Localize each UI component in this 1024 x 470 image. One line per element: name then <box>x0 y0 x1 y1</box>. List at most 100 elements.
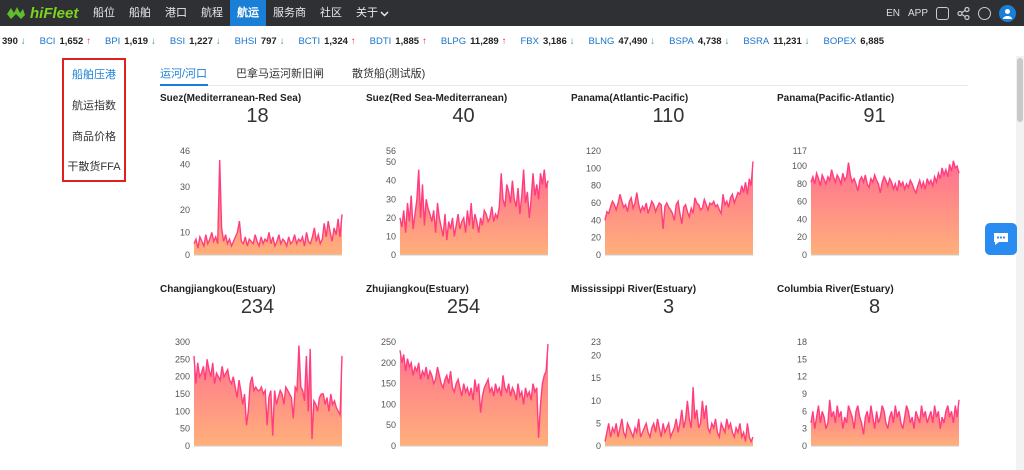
ticker-item[interactable]: BCI 1,652 ↑ <box>40 36 91 47</box>
nav-item-7[interactable]: 关于 <box>356 7 378 19</box>
y-tick-label: 20 <box>797 232 807 242</box>
share-icon[interactable] <box>957 6 970 20</box>
ticker-item[interactable]: BLPG 11,289 ↑ <box>441 36 507 47</box>
area-chart[interactable]: 0 50 100 150 200 250 <box>366 336 558 458</box>
ticker-item[interactable]: BPI 1,619 ↓ <box>105 36 156 47</box>
ticker-value: 1,652 <box>59 35 84 47</box>
y-tick-label: 200 <box>175 372 190 382</box>
area-chart[interactable]: 0 20 40 60 80 100 120 <box>571 145 763 267</box>
y-tick-label: 0 <box>802 250 807 260</box>
y-tick-label: 20 <box>386 213 396 223</box>
chat-button[interactable] <box>985 223 1017 255</box>
panel-title: Suez(Mediterranean-Red Sea) <box>160 93 302 104</box>
scrollbar-thumb[interactable] <box>1017 58 1023 122</box>
chart-area <box>194 160 342 255</box>
panel-title: Panama(Pacific-Atlantic) <box>777 93 895 104</box>
y-tick-label: 200 <box>381 358 396 368</box>
y-tick-label: 20 <box>591 233 601 243</box>
page-scrollbar[interactable] <box>1016 56 1024 470</box>
language-switch[interactable]: EN <box>886 7 900 19</box>
chart-line <box>399 169 549 241</box>
ticker-name: BHSI <box>234 35 257 47</box>
tab-canal-estuary[interactable]: 运河/河口 <box>160 68 208 80</box>
y-tick-label: 0 <box>185 250 190 260</box>
arrow-down-icon: ↓ <box>20 35 26 47</box>
y-tick-label: 15 <box>797 354 807 364</box>
ticker-value: 6,885 <box>860 35 885 47</box>
y-tick-label: 60 <box>797 197 807 207</box>
nav-item-4[interactable]: 航运 <box>230 0 266 26</box>
index-ticker: 390 ↓ BCI 1,652 ↑ BPI 1,619 ↓ BSI 1,227 ↓ BHSI 797 ↓ B… <box>0 26 1024 56</box>
nav-item-6[interactable]: 社区 <box>320 7 342 19</box>
chat-icon <box>994 233 1008 245</box>
y-tick-label: 0 <box>596 441 601 451</box>
nav-item-1[interactable]: 船舶 <box>129 7 151 19</box>
nav-item-5[interactable]: 服务商 <box>273 7 306 19</box>
ticker-name: BLNG <box>588 35 615 47</box>
left-sidebar: 船舶压港 航运指数 商品价格 干散货FFA <box>62 58 126 182</box>
area-chart[interactable]: 0 20 40 60 80 100 117 <box>777 145 969 267</box>
chart-panel: Suez(Red Sea-Mediterranean) 40 0 10 20 30 40 50… <box>366 93 561 273</box>
chart-panel: Changjiangkou(Estuary) 234 0 50 100 150 200 250… <box>160 284 355 464</box>
avatar[interactable] <box>999 4 1016 22</box>
y-tick-label: 10 <box>386 231 396 241</box>
ticker-item[interactable]: BSI 1,227 ↓ <box>170 36 221 47</box>
arrow-down-icon: ↓ <box>724 35 730 47</box>
ticker-item[interactable]: BSPA 4,738 ↓ <box>669 36 729 47</box>
ticker-name: BSRA <box>743 35 770 47</box>
ticker-value: 1,227 <box>189 35 213 47</box>
y-tick-label: 46 <box>180 146 190 156</box>
tab-bulk-carrier[interactable]: 散货船(测试版) <box>352 68 426 80</box>
chart-line <box>810 399 960 435</box>
y-tick-label: 100 <box>586 163 601 173</box>
y-tick-label: 150 <box>175 389 190 399</box>
ticker-name: BPI <box>104 35 121 47</box>
sidebar-item-dry-bulk-ffa[interactable]: 干散货FFA <box>67 161 121 173</box>
ticker-item[interactable]: BLNG 47,490 ↓ <box>588 36 655 47</box>
tab-panama-locks[interactable]: 巴拿马运河新旧闸 <box>236 68 324 80</box>
y-tick-label: 80 <box>591 181 601 191</box>
main-nav: 船位 船舶 港口 航程 航运 服务商 社区 关于 <box>86 0 389 26</box>
topbar-right: EN APP <box>886 0 1016 26</box>
ticker-value: 4,738 <box>697 35 722 47</box>
tab-bar: 运河/河口 巴拿马运河新旧闸 散货船(测试版) <box>160 62 968 86</box>
panel-title: Panama(Atlantic-Pacific) <box>571 93 689 104</box>
chart-area <box>400 169 548 255</box>
app-link[interactable]: APP <box>907 7 928 19</box>
panel-count: 40 <box>452 105 475 127</box>
y-tick-label: 50 <box>386 157 396 167</box>
ticker-value: 11,289 <box>470 35 499 47</box>
panel-count: 8 <box>868 296 881 318</box>
y-tick-label: 0 <box>185 441 190 451</box>
nav-item-0[interactable]: 船位 <box>93 7 115 19</box>
message-icon[interactable] <box>936 6 949 20</box>
y-tick-label: 80 <box>797 179 807 189</box>
logo[interactable]: hiFleet <box>6 3 78 23</box>
y-tick-label: 250 <box>381 337 396 347</box>
area-chart[interactable]: 0 3 6 9 12 15 18 <box>777 336 969 458</box>
ticker-item[interactable]: BCTI 1,324 ↑ <box>298 36 355 47</box>
y-tick-label: 56 <box>386 146 396 156</box>
ticker-item[interactable]: 390 ↓ <box>0 36 26 47</box>
ticker-item[interactable]: BOPEX 6,885 <box>824 36 888 47</box>
area-chart[interactable]: 0 50 100 150 200 250 300 <box>160 336 352 458</box>
sidebar-item-port-congestion[interactable]: 船舶压港 <box>72 69 116 81</box>
sidebar-item-commodity-price[interactable]: 商品价格 <box>72 131 116 143</box>
help-icon[interactable] <box>978 6 991 20</box>
nav-item-3[interactable]: 航程 <box>201 7 223 19</box>
ticker-item[interactable]: BSRA 11,231 ↓ <box>743 36 809 47</box>
sidebar-item-shipping-index[interactable]: 航运指数 <box>72 100 116 112</box>
chart-area <box>194 345 342 446</box>
ticker-item[interactable]: BHSI 797 ↓ <box>235 36 285 47</box>
ticker-item[interactable]: BDTI 1,885 ↑ <box>370 36 427 47</box>
ticker-item[interactable]: FBX 3,186 ↓ <box>520 36 574 47</box>
y-tick-label: 40 <box>180 160 190 170</box>
chart-line <box>193 159 343 249</box>
area-chart[interactable]: 0 10 20 30 40 46 <box>160 145 352 267</box>
nav-item-2[interactable]: 港口 <box>165 7 187 19</box>
panel-title: Columbia River(Estuary) <box>777 284 894 295</box>
area-chart[interactable]: 0 5 10 15 20 23 <box>571 336 763 458</box>
y-tick-label: 100 <box>381 399 396 409</box>
ticker-value: 1,324 <box>324 35 348 47</box>
